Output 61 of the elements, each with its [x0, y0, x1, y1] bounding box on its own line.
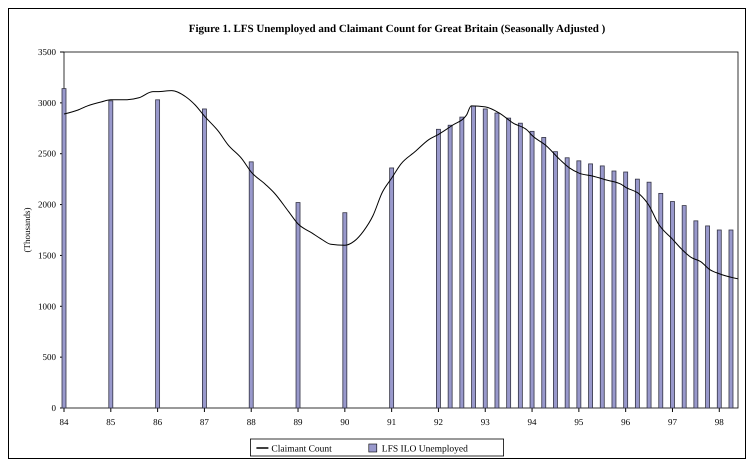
bar [553, 151, 558, 408]
x-tick-label: 90 [340, 417, 350, 427]
x-tick-label: 93 [480, 417, 490, 427]
bar [728, 230, 734, 408]
x-tick-label: 87 [200, 417, 210, 427]
bar [588, 163, 593, 408]
x-tick-label: 88 [246, 417, 256, 427]
bar [471, 106, 476, 408]
x-tick-label: 86 [153, 417, 163, 427]
y-tick-label: 0 [52, 403, 56, 413]
x-tick-label: 91 [387, 417, 396, 427]
x-tick-label: 95 [574, 417, 584, 427]
bar [436, 128, 441, 408]
x-tick-label: 94 [528, 417, 538, 427]
bar [600, 166, 605, 408]
bar [716, 230, 722, 408]
bar [693, 220, 698, 408]
bar [670, 201, 675, 408]
y-tick-label: 2500 [38, 148, 56, 159]
bar [623, 172, 628, 408]
bar [389, 168, 394, 408]
y-tick-label: 3500 [38, 47, 56, 57]
bar [482, 108, 488, 408]
y-tick-label: 1000 [38, 301, 56, 312]
x-tick-label: 89 [294, 417, 304, 427]
legend-label: LFS ILO Unemployed [382, 444, 468, 454]
x-tick-label: 97 [668, 417, 678, 427]
bar [705, 226, 710, 408]
y-tick-label: 1500 [38, 250, 56, 260]
chart-title: Figure 1. LFS Unemployed and Claimant Count for Great Britain (Seasonally Adjusted ) [188, 23, 606, 35]
bar [296, 202, 300, 408]
bar [62, 88, 66, 408]
bar [459, 116, 464, 408]
bar [155, 99, 160, 408]
bar [518, 122, 523, 408]
bar [494, 112, 500, 408]
y-tick-label: 500 [42, 352, 56, 362]
bar [634, 178, 640, 408]
y-tick-label: 3000 [38, 98, 56, 108]
bar [612, 170, 616, 408]
x-tick-label: 96 [621, 417, 631, 427]
bar [202, 108, 207, 408]
bar [342, 212, 348, 408]
bar [248, 161, 254, 408]
bar [506, 118, 512, 408]
bar [658, 192, 664, 408]
bar [646, 182, 652, 408]
x-tick-label: 84 [60, 417, 69, 427]
bar [448, 124, 453, 408]
bar [564, 157, 570, 408]
y-tick-label: 2000 [38, 200, 56, 210]
y-axis-title: (Thousands) [22, 208, 32, 252]
legend-label: Claimant Count [271, 444, 332, 454]
x-tick-label: 85 [106, 417, 116, 427]
x-tick-label: 98 [714, 417, 724, 427]
bar [108, 100, 114, 408]
bar [576, 160, 582, 408]
x-tick-label: 92 [434, 417, 443, 427]
bar [541, 137, 546, 408]
bar [530, 130, 534, 408]
bar [682, 205, 687, 408]
